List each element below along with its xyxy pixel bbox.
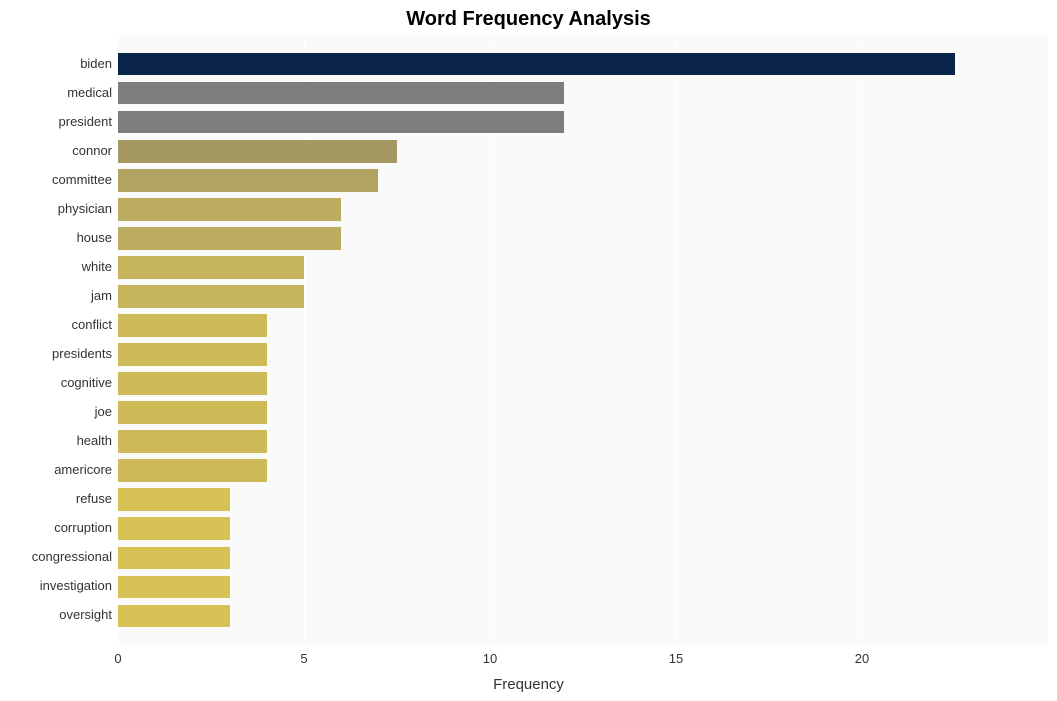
bar — [118, 169, 378, 192]
bar — [118, 256, 304, 279]
x-axis-title: Frequency — [0, 676, 1057, 693]
y-axis-label: biden — [80, 56, 112, 71]
x-axis-tick-label: 5 — [300, 651, 307, 666]
bar — [118, 517, 230, 540]
x-axis-tick-label: 15 — [669, 651, 683, 666]
plot-area — [118, 35, 1048, 645]
bar — [118, 459, 267, 482]
y-axis-label: jam — [91, 288, 112, 303]
bar — [118, 227, 341, 250]
x-axis-tick-label: 20 — [855, 651, 869, 666]
y-axis-label: congressional — [32, 549, 112, 564]
y-axis-label: conflict — [72, 317, 112, 332]
bar — [118, 488, 230, 511]
y-axis-label: health — [77, 433, 112, 448]
x-axis-tick-label: 0 — [114, 651, 121, 666]
bar — [118, 314, 267, 337]
y-axis-label: white — [82, 259, 112, 274]
y-axis-label: americore — [54, 462, 112, 477]
bar — [118, 547, 230, 570]
y-axis-label: connor — [72, 143, 112, 158]
x-axis-tick-label: 10 — [483, 651, 497, 666]
y-axis-label: investigation — [40, 578, 112, 593]
y-axis-label: house — [77, 230, 112, 245]
bar — [118, 111, 564, 134]
gridline — [862, 35, 863, 645]
bar — [118, 430, 267, 453]
y-axis-label: cognitive — [61, 375, 112, 390]
bar — [118, 401, 267, 424]
bar — [118, 576, 230, 599]
y-axis-label: committee — [52, 172, 112, 187]
y-axis-label: joe — [95, 404, 112, 419]
bar — [118, 343, 267, 366]
y-axis-label: presidents — [52, 346, 112, 361]
y-axis-label: refuse — [76, 491, 112, 506]
bar — [118, 285, 304, 308]
y-axis-label: corruption — [54, 520, 112, 535]
bar — [118, 140, 397, 163]
y-axis-label: oversight — [59, 607, 112, 622]
gridline — [676, 35, 677, 645]
bar — [118, 53, 955, 76]
y-axis-label: medical — [67, 85, 112, 100]
bar — [118, 198, 341, 221]
bar — [118, 82, 564, 105]
y-axis-label: physician — [58, 201, 112, 216]
y-axis-label: president — [59, 114, 112, 129]
chart-title: Word Frequency Analysis — [0, 8, 1057, 31]
bar — [118, 372, 267, 395]
bar — [118, 605, 230, 628]
